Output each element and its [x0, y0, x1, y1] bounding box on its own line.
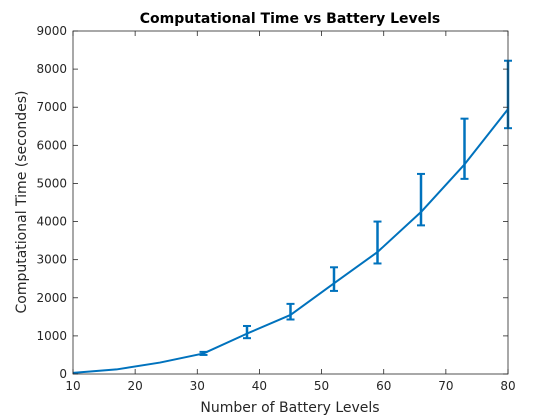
x-tick-label: 20: [128, 379, 143, 393]
y-tick-label: 4000: [36, 215, 67, 229]
x-axis-label: Number of Battery Levels: [200, 400, 379, 416]
x-tick-label: 10: [65, 379, 80, 393]
axes-background: [73, 31, 508, 374]
error-bar: [373, 220, 382, 265]
y-axis-label: Computational Time (secondes): [14, 90, 30, 313]
x-tick-label: 70: [438, 379, 453, 393]
y-tick-label: 1000: [36, 329, 67, 343]
y-tick-label: 8000: [36, 62, 67, 76]
axes-box: [72, 30, 509, 375]
series-layer: [72, 59, 512, 374]
plot-area: [73, 31, 508, 374]
x-tick-label: 40: [252, 379, 267, 393]
error-bar: [286, 302, 295, 321]
error-bar: [330, 266, 338, 292]
error-bar: [199, 350, 208, 356]
ticks-layer: 10 20 30 40 50 60 70 80 0 1000 2000 3000 4000 5000 600…: [36, 24, 515, 393]
y-tick-label: 5000: [36, 176, 67, 190]
error-bar: [243, 324, 251, 340]
error-bar: [460, 117, 469, 180]
x-tick-label: 60: [376, 379, 391, 393]
y-tick-label: 9000: [36, 24, 67, 38]
error-bar: [417, 172, 425, 227]
y-tick-label: 2000: [36, 291, 67, 305]
x-tick-label: 30: [190, 379, 205, 393]
y-tick-label: 7000: [36, 100, 67, 114]
y-tick-label: 0: [59, 367, 67, 381]
y-tick-label: 3000: [36, 253, 67, 267]
y-tick-label: 6000: [36, 138, 67, 152]
x-tick-label: 80: [500, 379, 515, 393]
x-tick-label: 50: [314, 379, 329, 393]
chart-title: Computational Time vs Battery Levels: [140, 11, 441, 27]
